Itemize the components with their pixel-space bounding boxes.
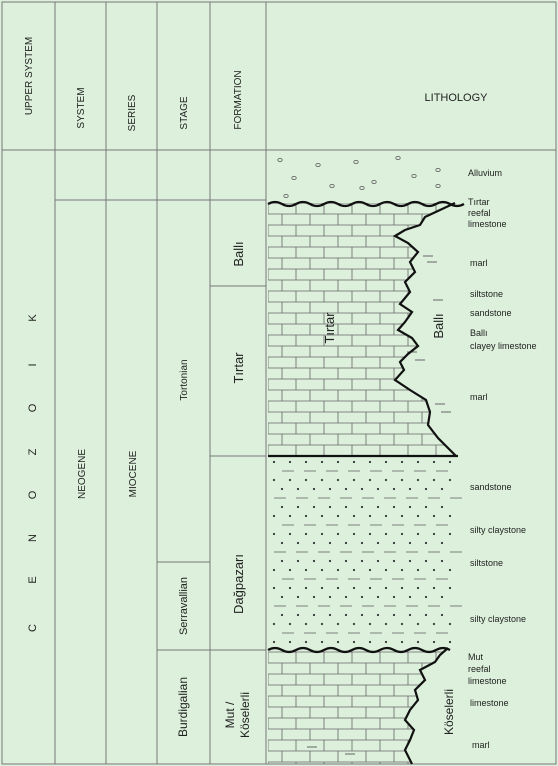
label-silty-claystone-upper: silty claystone xyxy=(470,525,526,535)
label-tirtar-reefal-3: limestone xyxy=(468,219,507,229)
alluvium-pebble xyxy=(395,155,401,160)
formation-mut-line2: Köselerli xyxy=(238,692,252,738)
label-alluvium: Alluvium xyxy=(468,168,502,178)
label-silty-claystone-lower: silty claystone xyxy=(470,614,526,624)
alluvium-pebble xyxy=(435,167,441,172)
alluvium-pebble xyxy=(411,173,417,178)
alluvium-pebble xyxy=(359,185,365,190)
label-balli-clayey-2: clayey limestone xyxy=(470,341,537,351)
label-balli-clayey-1: Ballı xyxy=(470,328,488,338)
formation-mut-line1: Mut / xyxy=(223,701,237,728)
stage-burdigalian: Burdigalian xyxy=(176,677,190,737)
alluvium-pebble xyxy=(291,175,297,180)
clastic-pattern xyxy=(272,460,462,644)
alluvium-pebble xyxy=(435,183,441,188)
alluvium-pebble xyxy=(283,193,289,198)
alluvium-pebble xyxy=(315,162,321,167)
alluvium-pebble xyxy=(329,183,335,188)
label-sandstone-upper: sandstone xyxy=(470,308,512,318)
header-formation: FORMATION xyxy=(233,70,244,129)
label-marl-lower: marl xyxy=(472,740,490,750)
label-siltstone-lower: siltstone xyxy=(470,558,503,568)
header-lithology: LITHOLOGY xyxy=(425,92,489,104)
formation-dagpazari: Dağpazarı xyxy=(231,554,246,614)
label-sandstone-lower: sandstone xyxy=(470,482,512,492)
lower-weathering-profile xyxy=(403,647,449,765)
upper-system-letter: I xyxy=(27,363,39,366)
upper-system-letter: E xyxy=(27,576,39,583)
alluvium-pebble xyxy=(353,159,359,164)
stage-serravallian: Serravallian xyxy=(178,577,190,635)
label-marl-middle: marl xyxy=(470,392,488,402)
series-miocene: MIOCENE xyxy=(128,450,139,497)
label-mut-reefal-1: Mut xyxy=(468,652,484,662)
upper-system-letter: Z xyxy=(27,448,39,455)
header-series: SERIES xyxy=(127,94,138,131)
label-limestone: limestone xyxy=(470,698,509,708)
upper-system-letter: C xyxy=(27,624,39,632)
upper-system-letter: O xyxy=(27,403,39,412)
label-marl-upper: marl xyxy=(470,258,488,268)
upper-system-letter: N xyxy=(27,534,39,542)
upper-system-letters: C E N O Z O I K xyxy=(27,314,39,632)
column-label-koselerli: Köselerli xyxy=(442,689,456,735)
label-mut-reefal-2: reefal xyxy=(468,664,491,674)
header-system: SYSTEM xyxy=(76,87,87,128)
lithology-labels: Alluvium Tırtar reefal limestone marl si… xyxy=(468,168,537,750)
label-tirtar-reefal-1: Tırtar xyxy=(468,197,490,207)
header-stage: STAGE xyxy=(179,96,190,129)
upper-system-letter: K xyxy=(27,314,39,322)
formation-balli: Ballı xyxy=(231,241,246,266)
label-mut-reefal-3: limestone xyxy=(468,676,507,686)
system-neogene: NEOGENE xyxy=(77,449,88,499)
label-siltstone-upper: siltstone xyxy=(470,289,503,299)
label-tirtar-reefal-2: reefal xyxy=(468,208,491,218)
stage-tortonian: Tortonian xyxy=(179,359,190,400)
alluvium-pebble xyxy=(277,157,283,162)
upper-weathering-profile xyxy=(392,202,457,457)
column-label-tirtar: Tırtar xyxy=(322,312,337,344)
formation-tirtar: Tırtar xyxy=(231,352,246,384)
upper-system-letter: O xyxy=(27,490,39,499)
alluvium-unconformity xyxy=(267,200,465,208)
alluvium-pebble xyxy=(371,179,377,184)
column-label-balli: Ballı xyxy=(431,313,446,338)
lower-unconformity xyxy=(267,646,451,654)
header-upper-system: UPPER SYSTEM xyxy=(24,37,35,115)
